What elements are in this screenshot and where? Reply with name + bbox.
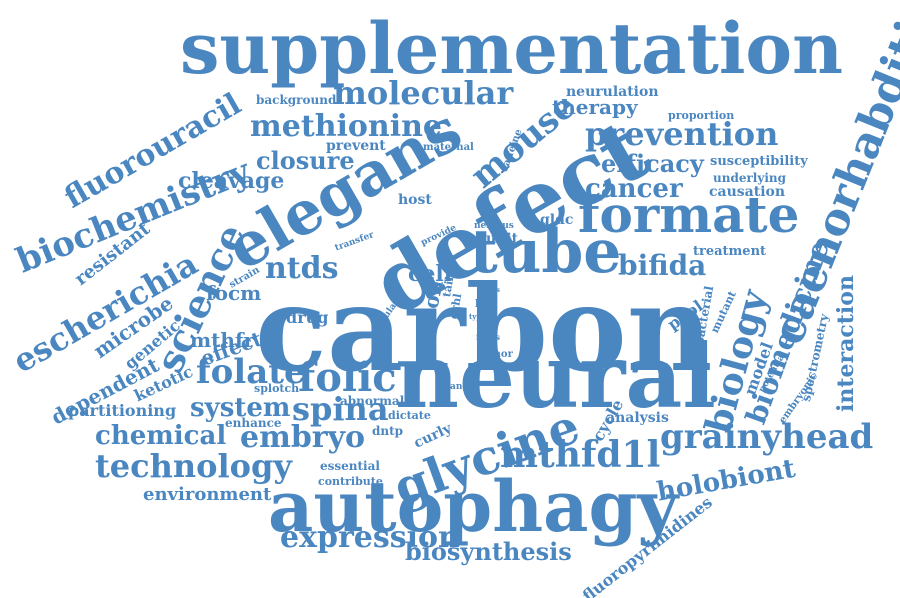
word-life: life — [475, 299, 494, 310]
word-cleavage: cleavage — [178, 168, 285, 194]
word-holobiont: holobiont — [654, 453, 798, 508]
word-susceptibility: susceptibility — [710, 154, 808, 169]
word-grainyhead: grainyhead — [660, 417, 874, 457]
word-donor: donor — [480, 349, 513, 360]
word-underlying: underlying — [713, 171, 787, 185]
word-type: type — [469, 312, 486, 321]
word-proportion: proportion — [668, 109, 735, 122]
word-tube: tube — [470, 217, 622, 287]
word-treatment: treatment — [693, 244, 767, 259]
word-technology: technology — [95, 447, 292, 485]
word-mthfd1l: mthfd1l — [500, 434, 661, 476]
word-formate: formate — [578, 185, 800, 244]
word-supplementation: supplementation — [180, 7, 844, 90]
word-ntds: ntds — [265, 251, 339, 286]
word-splotch: splotch — [254, 382, 300, 395]
word-abnormal: abnormal — [340, 394, 405, 408]
word-methionine: methionine — [250, 109, 443, 144]
word-focus: focus — [476, 332, 500, 342]
word-basis: basis — [480, 285, 500, 294]
word-prevent: prevent — [326, 138, 386, 154]
word-therapy: therapy — [552, 95, 638, 119]
word-molecular: molecular — [333, 74, 514, 112]
word-closure: closure — [256, 146, 355, 175]
word-analysis: analysis — [606, 410, 669, 426]
word-tail: tail — [440, 275, 457, 299]
word-enhance: enhance — [225, 416, 282, 430]
word-interaction: interaction — [833, 275, 859, 412]
word-efficacy: efficacy — [601, 149, 704, 178]
word-nervous: nervous — [474, 221, 514, 231]
word-autophagy: autophagy — [268, 465, 679, 548]
word-causation: causation — [709, 184, 786, 200]
word-chemical: chemical — [95, 421, 227, 451]
word-gldc: gldc — [540, 212, 574, 228]
word-contribute: contribute — [318, 475, 383, 488]
word-carbon: carbon — [255, 259, 713, 398]
word-biosynthesis: biosynthesis — [405, 537, 572, 566]
word-unit: unit — [486, 231, 519, 247]
word-partitioning: partitioning — [68, 401, 177, 420]
word-cancer: cancer — [585, 174, 683, 204]
word-bifida: bifida — [618, 249, 707, 282]
word-neural: neural — [395, 324, 716, 428]
word-host: host — [398, 192, 432, 208]
word-prevention: prevention — [585, 115, 779, 153]
word-folic: folic — [298, 354, 397, 401]
word-embryo: embryo — [240, 420, 366, 455]
word-background: background — [256, 93, 337, 107]
word-mthfr: mthfr — [190, 328, 255, 352]
word-change: change — [438, 382, 475, 392]
word-dictate: dictate — [388, 409, 431, 422]
word-folate: folate — [196, 352, 306, 392]
word-dntp: dntp — [372, 424, 404, 438]
word-expression: expression — [280, 520, 460, 555]
word-system: system — [190, 393, 291, 423]
word-neurulation: neurulation — [566, 84, 659, 100]
word-spina: spina — [292, 390, 389, 428]
word-environment: environment — [143, 484, 272, 505]
word-drug: drug — [286, 308, 329, 327]
word-maternal: maternal — [423, 142, 474, 153]
word-focm: focm — [206, 281, 262, 305]
word-cell: cell — [408, 261, 453, 287]
word-essential: essential — [320, 459, 380, 473]
